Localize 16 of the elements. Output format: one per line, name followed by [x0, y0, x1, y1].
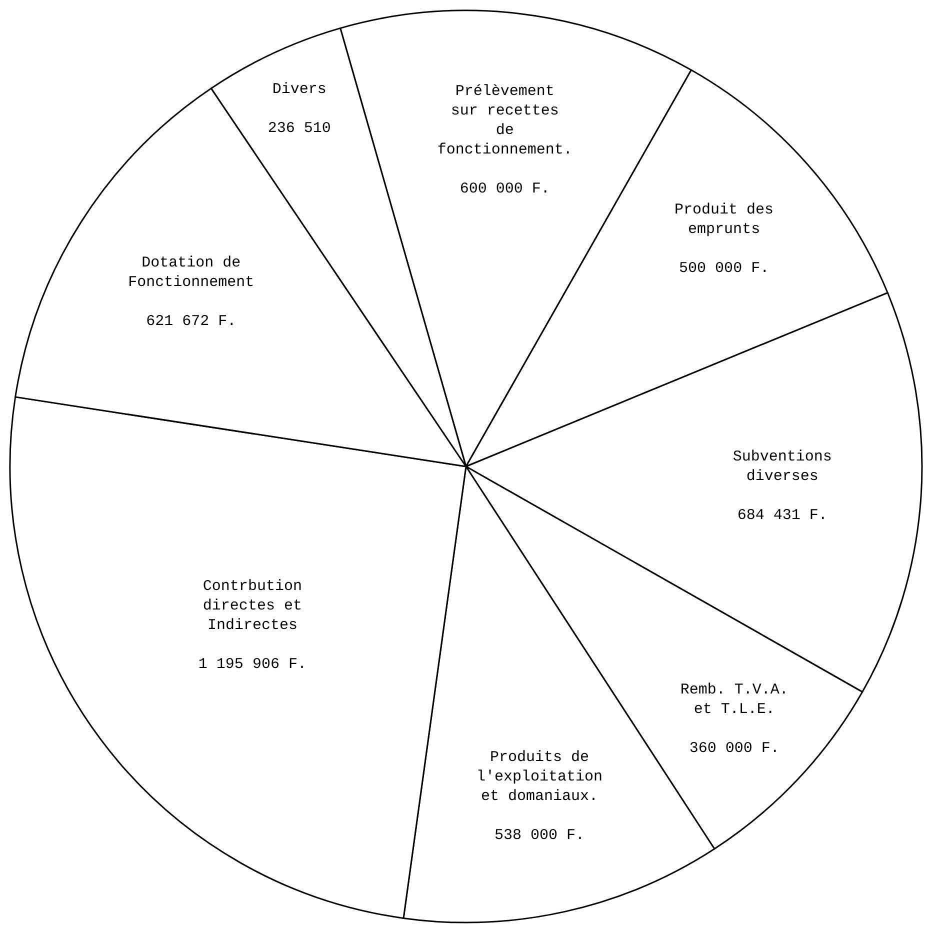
- slice-label: Remb. T.V.A. et T.L.E.: [680, 682, 788, 718]
- slice-label: Prélèvement sur recettes de fonctionnement.: [437, 82, 572, 158]
- data-label: 1 195 906 F.: [198, 656, 306, 674]
- slice-label: Produits de l'exploitation et domaniaux.: [476, 748, 603, 805]
- data-label: 600 000 F.: [460, 180, 550, 198]
- slice-label: Divers: [272, 81, 326, 98]
- slice-label: Contrbution directes et Indirectes: [202, 578, 302, 634]
- slice-label: Produit des emprunts: [674, 201, 774, 238]
- data-label: 500 000 F.: [679, 260, 770, 277]
- data-label: 684 431 F.: [737, 507, 828, 524]
- slice-label: Subventions diverses: [732, 448, 832, 486]
- slice-label: Dotation de Fonctionnement: [128, 254, 254, 291]
- data-label: 360 000 F.: [689, 740, 780, 758]
- data-label: 621 672 F.: [146, 312, 236, 330]
- data-label: 538 000 F.: [494, 826, 585, 844]
- data-label: 236 510: [268, 120, 331, 138]
